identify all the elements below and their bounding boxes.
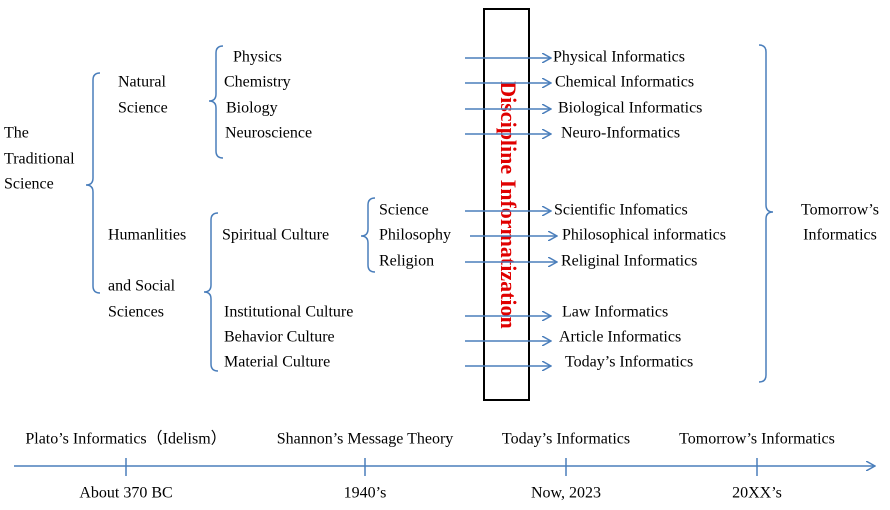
brace [85,72,101,294]
subject-label: Neuroscience [225,125,312,142]
informatics-label: Philosophical informatics [562,227,726,244]
brace [203,212,219,372]
brace [208,45,224,159]
subject-label: Chemistry [224,74,291,91]
subject-label: Philosophy [379,227,451,244]
event-date: Now, 2023 [531,485,601,502]
banner: Discipline Informatization [496,81,521,329]
humanities-label: and Social [108,278,176,295]
informatics-label: Law Informatics [562,304,668,321]
event-label: Shannon’s Message Theory [277,431,454,448]
culture-label: Material Culture [224,354,330,371]
event-label: Today’s Informatics [502,431,630,448]
humanities-label: Sciences [108,304,164,321]
root-label: Science [4,176,54,193]
brace [360,197,376,273]
subject-label: Religion [379,253,434,270]
subject-label: Biology [226,100,278,117]
informatics-label: Scientific Infomatics [554,202,688,219]
informatics-label: Physical Informatics [553,49,685,66]
event-date: About 370 BC [79,485,172,502]
event-date: 1940’s [344,485,387,502]
future-label: Informatics [803,227,877,244]
informatics-label: Religinal Informatics [561,253,697,270]
natural-science-label: Natural [118,74,167,91]
banner-box [483,8,530,401]
event-date: 20XX’s [732,485,782,502]
culture-label: Behavior Culture [224,329,335,346]
brace [758,44,774,383]
natural-science-label: Science [118,100,168,117]
spiritual-culture-label: Spiritual Culture [222,227,329,244]
informatics-label: Today’s Informatics [565,354,693,371]
future-label: Tomorrow’s [801,202,879,219]
informatics-label: Biological Informatics [558,100,702,117]
informatics-label: Article Informatics [559,329,681,346]
humanities-label: Humanlities [108,227,186,244]
root-label: The [4,125,29,142]
subject-label: Physics [233,49,282,66]
subject-label: Science [379,202,429,219]
culture-label: Institutional Culture [224,304,353,321]
informatics-label: Chemical Informatics [555,74,694,91]
event-label: Tomorrow’s Informatics [679,431,835,448]
event-label: Plato’s Informatics（Idelism） [25,430,226,448]
informatics-label: Neuro-Informatics [561,125,680,142]
root-label: Traditional [4,151,75,168]
